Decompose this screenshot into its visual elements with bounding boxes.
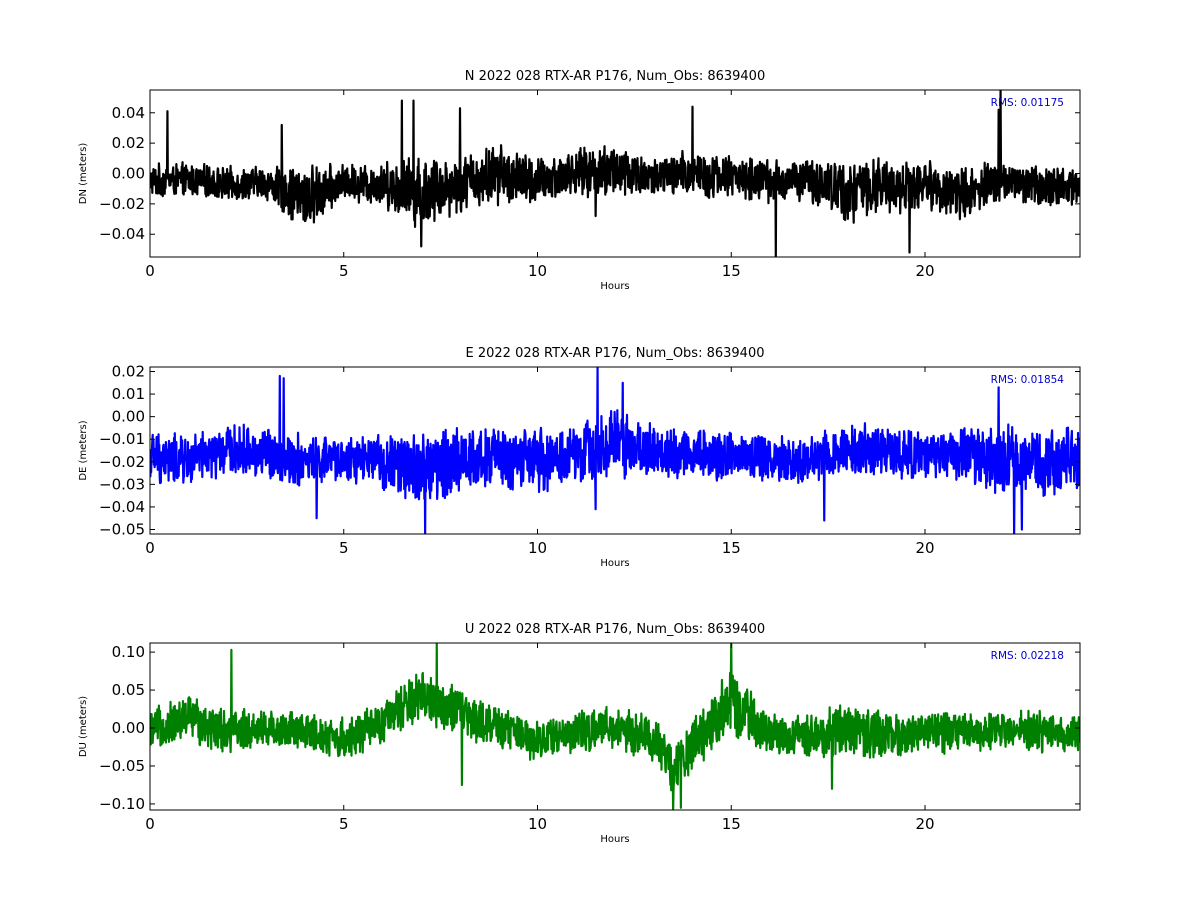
y-tick-label: 0.02 — [112, 134, 145, 152]
series-line-n — [150, 90, 1080, 257]
y-tick-label: −0.05 — [99, 520, 145, 538]
y-tick-label: 0.00 — [112, 165, 145, 183]
y-axis-label: DE (meters) — [78, 420, 89, 480]
y-axis-label: DN (meters) — [78, 143, 89, 205]
y-tick-label: 0.00 — [112, 719, 145, 737]
rms-annotation: RMS: 0.01854 — [991, 374, 1065, 386]
subplot-n: 0 5 10 15 20 −0.04 −0.02 0.00 0.02 0.04 N 2022 028… — [78, 69, 1081, 292]
x-axis-label: Hours — [600, 834, 629, 845]
x-tick-label: 20 — [915, 815, 934, 833]
x-tick-label: 5 — [339, 539, 349, 557]
subplot-u: 0 5 10 15 20 −0.10 −0.05 0.00 0.05 0.10 U 2022 028… — [78, 622, 1081, 845]
series-line-e — [150, 367, 1080, 534]
y-axis-label: DU (meters) — [78, 696, 89, 757]
chart-title: N 2022 028 RTX-AR P176, Num_Obs: 8639400 — [465, 69, 765, 84]
rms-annotation: RMS: 0.02218 — [991, 650, 1064, 662]
x-tick-label: 0 — [145, 262, 155, 280]
series-line-u — [150, 643, 1080, 810]
y-tick-label: −0.02 — [99, 195, 145, 213]
y-tick-label: −0.04 — [99, 225, 145, 243]
x-axis-label: Hours — [600, 281, 629, 292]
y-tick-label: 0.02 — [112, 363, 145, 381]
y-tick-label: 0.10 — [112, 643, 145, 661]
y-tick-label: −0.10 — [99, 795, 145, 813]
y-tick-label: −0.02 — [99, 453, 145, 471]
x-tick-label: 10 — [528, 539, 547, 557]
y-tick-label: −0.03 — [99, 475, 145, 493]
x-tick-label: 20 — [915, 539, 934, 557]
x-tick-label: 10 — [528, 815, 547, 833]
x-tick-label: 10 — [528, 262, 547, 280]
x-tick-label: 0 — [145, 815, 155, 833]
x-tick-label: 20 — [915, 262, 934, 280]
chart-title: E 2022 028 RTX-AR P176, Num_Obs: 8639400 — [466, 346, 765, 361]
x-tick-label: 0 — [145, 539, 155, 557]
y-tick-label: 0.05 — [112, 681, 145, 699]
rms-annotation: RMS: 0.01175 — [991, 97, 1064, 109]
axes-frame — [149, 642, 1081, 811]
x-tick-label: 15 — [722, 815, 741, 833]
subplot-e: 0 5 10 15 20 −0.05 −0.04 −0.03 −0.02 −0.01 0.00 0.0… — [78, 346, 1081, 569]
x-axis-label: Hours — [600, 558, 629, 569]
x-tick-label: 15 — [722, 539, 741, 557]
y-tick-label: −0.04 — [99, 498, 145, 516]
x-tick-label: 5 — [339, 262, 349, 280]
x-tick-label: 5 — [339, 815, 349, 833]
y-tick-label: −0.05 — [99, 757, 145, 775]
y-tick-label: 0.04 — [112, 104, 145, 122]
y-tick-label: 0.01 — [112, 385, 145, 403]
y-tick-label: 0.00 — [112, 408, 145, 426]
chart-title: U 2022 028 RTX-AR P176, Num_Obs: 8639400 — [465, 622, 765, 637]
y-tick-label: −0.01 — [99, 430, 145, 448]
x-tick-label: 15 — [722, 262, 741, 280]
axes-frame — [149, 366, 1081, 535]
